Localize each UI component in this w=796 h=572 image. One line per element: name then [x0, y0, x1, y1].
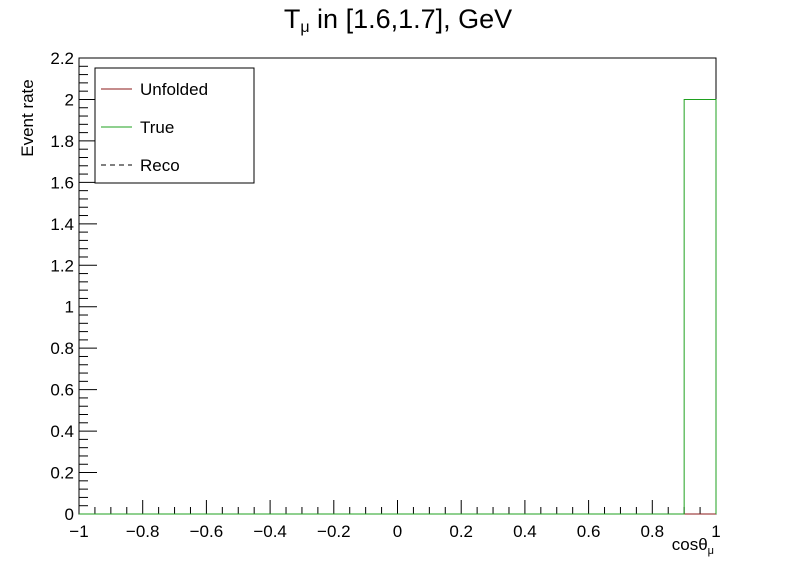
y-tick-label: 0 — [65, 505, 74, 524]
x-tick-label: −1 — [69, 522, 88, 541]
chart-title-rest: in [1.6,1.7], GeV — [309, 4, 513, 34]
y-tick-label: 2.2 — [50, 49, 74, 68]
y-tick-label: 1 — [65, 298, 74, 317]
y-tick-label: 0.4 — [50, 422, 74, 441]
series-true-line — [79, 98, 717, 515]
y-tick-label: 0.2 — [50, 464, 74, 483]
legend-box — [94, 67, 255, 184]
x-tick-label: 0 — [393, 522, 402, 541]
x-tick-label: −0.6 — [190, 522, 224, 541]
y-tick-label: 1.8 — [50, 132, 74, 151]
x-tick-label: 1 — [711, 522, 720, 541]
chart-title-subscript: μ — [300, 19, 310, 36]
chart-title-main: T — [283, 4, 301, 34]
y-tick-label: 2 — [65, 90, 74, 109]
y-tick-label: 1.4 — [50, 215, 74, 234]
x-tick-label: −0.8 — [126, 522, 160, 541]
legend-label-reco: Reco — [140, 156, 180, 175]
y-tick-label: 0.6 — [50, 381, 74, 400]
x-tick-label: 0.8 — [640, 522, 664, 541]
x-axis-label-main: cosθ — [671, 535, 708, 554]
x-tick-label: 0.2 — [449, 522, 473, 541]
x-axis-label: cosθμ — [672, 535, 714, 557]
x-axis-label-subscript: μ — [707, 545, 714, 557]
x-tick-label: 0.6 — [577, 522, 601, 541]
x-tick-label: 0.4 — [513, 522, 537, 541]
y-tick-label: 1.2 — [50, 256, 74, 275]
chart-title: Tμ in [1.6,1.7], GeV — [0, 4, 796, 37]
x-tick-label: −0.2 — [317, 522, 351, 541]
legend-label-true: True — [140, 118, 174, 137]
x-tick-label: −0.4 — [253, 522, 287, 541]
y-tick-label: 1.6 — [50, 173, 74, 192]
legend-label-unfolded: Unfolded — [140, 80, 208, 99]
y-tick-label: 0.8 — [50, 339, 74, 358]
